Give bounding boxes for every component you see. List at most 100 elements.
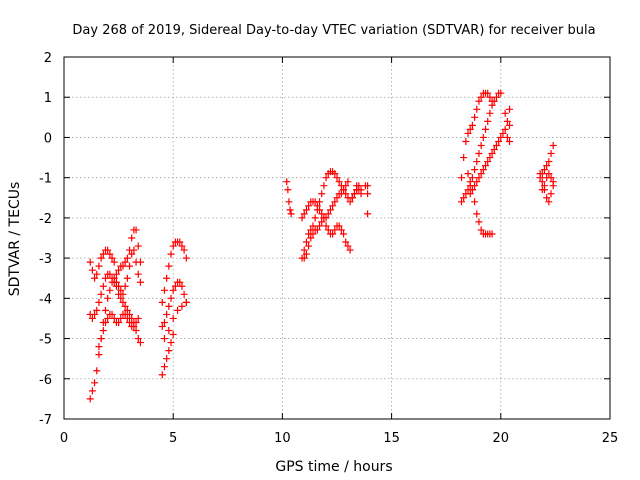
data-point [182,298,190,306]
data-point [313,226,321,234]
series-track-21 [536,141,557,182]
data-point [331,226,339,234]
data-point [337,190,345,198]
data-point [329,202,337,210]
data-point [108,254,116,262]
y-tick-label: -4 [39,292,52,307]
data-point [178,282,186,290]
data-point [106,250,114,258]
data-point [471,113,479,121]
data-point [307,234,315,242]
series-track-19 [501,105,514,145]
data-point [479,166,487,174]
data-point [309,222,317,230]
data-point [126,318,134,326]
y-tick-label: -3 [39,252,52,267]
data-point [490,97,498,105]
series-track-22 [538,170,557,194]
data-point [117,314,125,322]
data-point [506,105,514,113]
series-track-17 [464,170,496,238]
series-track-16 [457,89,505,206]
data-point [506,137,514,145]
y-tick-label: -6 [39,373,52,388]
series-track-8 [158,238,190,306]
data-point [91,274,99,282]
data-point [104,246,112,254]
data-point [503,133,511,141]
data-point [165,302,173,310]
y-axis-label: SDTVAR / TECUs [7,182,23,297]
data-point [309,230,317,238]
data-point [86,258,94,266]
data-point [302,206,310,214]
x-tick-label: 20 [493,431,510,446]
data-point [176,238,184,246]
data-point [475,97,483,105]
data-point [486,109,494,117]
series-track-13 [300,178,352,262]
data-point [169,242,177,250]
data-point [311,198,319,206]
data-point [174,306,182,314]
data-point [344,178,352,186]
data-point [350,190,358,198]
data-point [287,210,295,218]
data-point [346,246,354,254]
data-point [169,331,177,339]
data-point [101,318,109,326]
data-point [475,150,483,158]
data-point [134,242,142,250]
data-point [364,210,372,218]
data-point [475,218,483,226]
data-point [495,137,503,145]
data-point [497,133,505,141]
data-point [543,162,551,170]
data-point [547,174,555,182]
data-point [460,194,468,202]
data-point [134,335,142,343]
series-track-14 [353,182,372,218]
data-point [302,238,310,246]
series-track-5 [112,246,144,298]
data-point [171,282,179,290]
data-point [457,198,465,206]
y-tick-label: 0 [44,131,52,146]
data-point [132,226,140,234]
data-point [117,286,125,294]
data-point [97,254,105,262]
data-point [300,246,308,254]
data-point [123,306,131,314]
data-point [313,202,321,210]
data-point [545,158,553,166]
data-point [108,274,116,282]
data-point [91,310,99,318]
data-point [104,314,112,322]
y-tick-label: -1 [39,172,52,187]
series-track-9 [160,298,190,343]
axis-ticks: 0 5 10 15 20 25 -7 -6 -5 -4 -3 -2 -1 0 1 2 [39,51,618,446]
series-track-2 [86,246,118,282]
data-point [318,218,326,226]
y-tick-label: -5 [39,333,52,348]
y-tick-label: 2 [44,51,52,66]
data-point [488,101,496,109]
data-point [178,242,186,250]
data-point [132,327,140,335]
data-point [106,270,114,278]
x-tick-label: 5 [169,431,177,446]
data-point [123,314,131,322]
series-track-15 [457,89,496,182]
data-point [501,109,509,117]
data-point [473,105,481,113]
data-point [115,282,123,290]
x-tick-label: 0 [60,431,68,446]
data-point [93,270,101,278]
data-point [115,318,123,326]
data-point [167,250,175,258]
data-point [86,395,94,403]
data-point [329,230,337,238]
data-point [477,93,485,101]
data-point [121,310,129,318]
data-point [158,322,166,330]
